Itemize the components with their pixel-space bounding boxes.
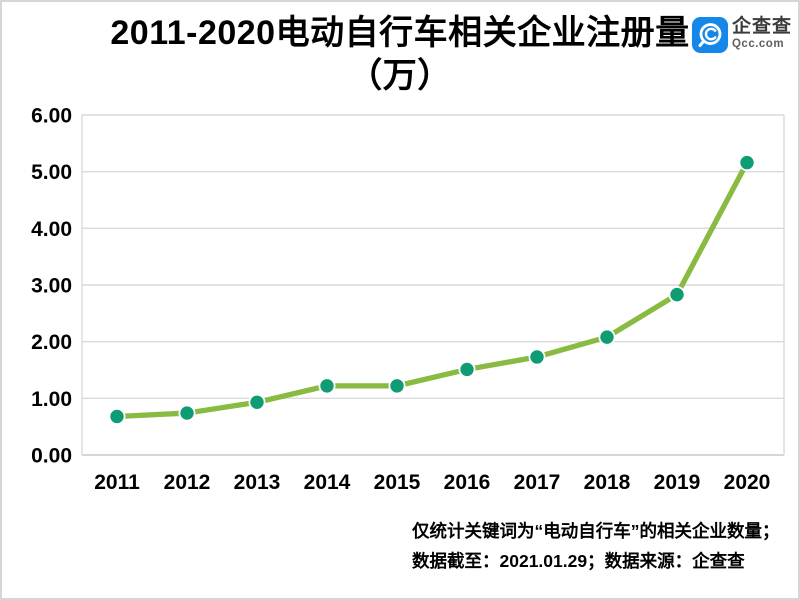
y-tick-label: 3.00 <box>31 275 72 298</box>
qcc-logo-text: 企查查 Qcc.com <box>732 16 792 51</box>
data-point <box>530 350 544 364</box>
x-tick-label: 2011 <box>94 471 140 494</box>
logo-brand-name: 企查查 <box>731 16 792 37</box>
data-point <box>740 155 754 170</box>
x-tick-label: 2017 <box>514 471 561 494</box>
logo-domain: Qcc.com <box>731 38 785 50</box>
y-tick-label: 6.00 <box>31 105 72 128</box>
data-point <box>670 287 684 302</box>
x-tick-label: 2014 <box>304 471 351 494</box>
footnote: 仅统计关键词为“电动自行车”的相关企业数量； 数据截至：2021.01.29；数… <box>412 516 780 576</box>
data-point <box>460 362 474 377</box>
chart-title-line2: （万） <box>348 57 452 95</box>
trend-line <box>116 161 750 420</box>
data-point <box>180 406 194 420</box>
footnote-line1: 仅统计关键词为“电动自行车”的相关企业数量； <box>412 521 780 541</box>
y-tick-label: 4.00 <box>31 218 72 241</box>
x-tick-label: 2012 <box>164 471 211 494</box>
x-tick-label: 2013 <box>234 471 281 494</box>
y-tick-label: 0.00 <box>31 445 72 468</box>
y-tick-label: 2.00 <box>31 331 72 354</box>
data-point <box>390 379 404 393</box>
line-chart: 6.00 5.00 4.00 3.00 2.00 1.00 0.00 2011 2012 2013… <box>31 105 785 494</box>
x-tick-label: 2019 <box>654 471 701 494</box>
y-tick-label: 1.00 <box>31 388 72 411</box>
chart-area: 6.00 5.00 4.00 3.00 2.00 1.00 0.00 2011 2012 2013… <box>2 102 798 502</box>
y-tick-label: 5.00 <box>31 161 72 184</box>
data-point <box>110 409 124 424</box>
data-point <box>250 395 264 409</box>
x-tick-label: 2016 <box>444 471 491 494</box>
x-tick-label: 2015 <box>374 471 421 494</box>
qcc-magnifier-icon <box>691 16 729 54</box>
data-point <box>600 330 614 344</box>
data-point <box>320 379 334 393</box>
x-tick-label: 2020 <box>724 471 771 494</box>
footnote-line2: 数据截至：2021.01.29；数据来源：企查查 <box>412 551 745 571</box>
chart-header: 2011-2020电动自行车相关企业注册量 （万） <box>2 12 798 98</box>
x-tick-label: 2018 <box>584 471 631 494</box>
chart-title-line1: 2011-2020电动自行车相关企业注册量 <box>110 14 690 52</box>
qcc-logo: 企查查 Qcc.com <box>691 16 792 54</box>
